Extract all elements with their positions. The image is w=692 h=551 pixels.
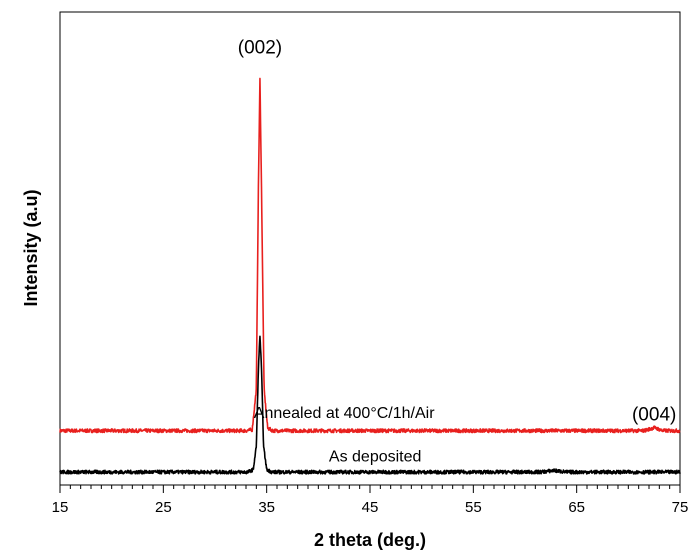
y-axis-title: Intensity (a.u)	[21, 189, 41, 306]
as-deposited-label: As deposited	[329, 449, 422, 466]
x-axis-title: 2 theta (deg.)	[314, 530, 426, 550]
x-tick-label: 75	[672, 499, 689, 516]
x-tick-label: 45	[362, 499, 379, 516]
x-tick-label: 65	[568, 499, 585, 516]
x-tick-label: 55	[465, 499, 482, 516]
peak-label-002: (002)	[238, 37, 282, 58]
series-group	[59, 77, 681, 475]
annealed-label: Annealed at 400°C/1h/Air	[254, 405, 435, 422]
annotations-group: (002) (004) Annealed at 400°C/1h/Air As dep…	[238, 37, 677, 465]
series-as-deposited	[59, 335, 681, 475]
series-annealed	[59, 77, 681, 434]
x-tick-label: 25	[155, 499, 172, 516]
x-tick-label: 35	[258, 499, 275, 516]
peak-label-004: (004)	[632, 404, 676, 425]
x-axis-ticks: 15 25 35 45 55 65 75	[52, 485, 689, 516]
x-tick-label: 15	[52, 499, 69, 516]
